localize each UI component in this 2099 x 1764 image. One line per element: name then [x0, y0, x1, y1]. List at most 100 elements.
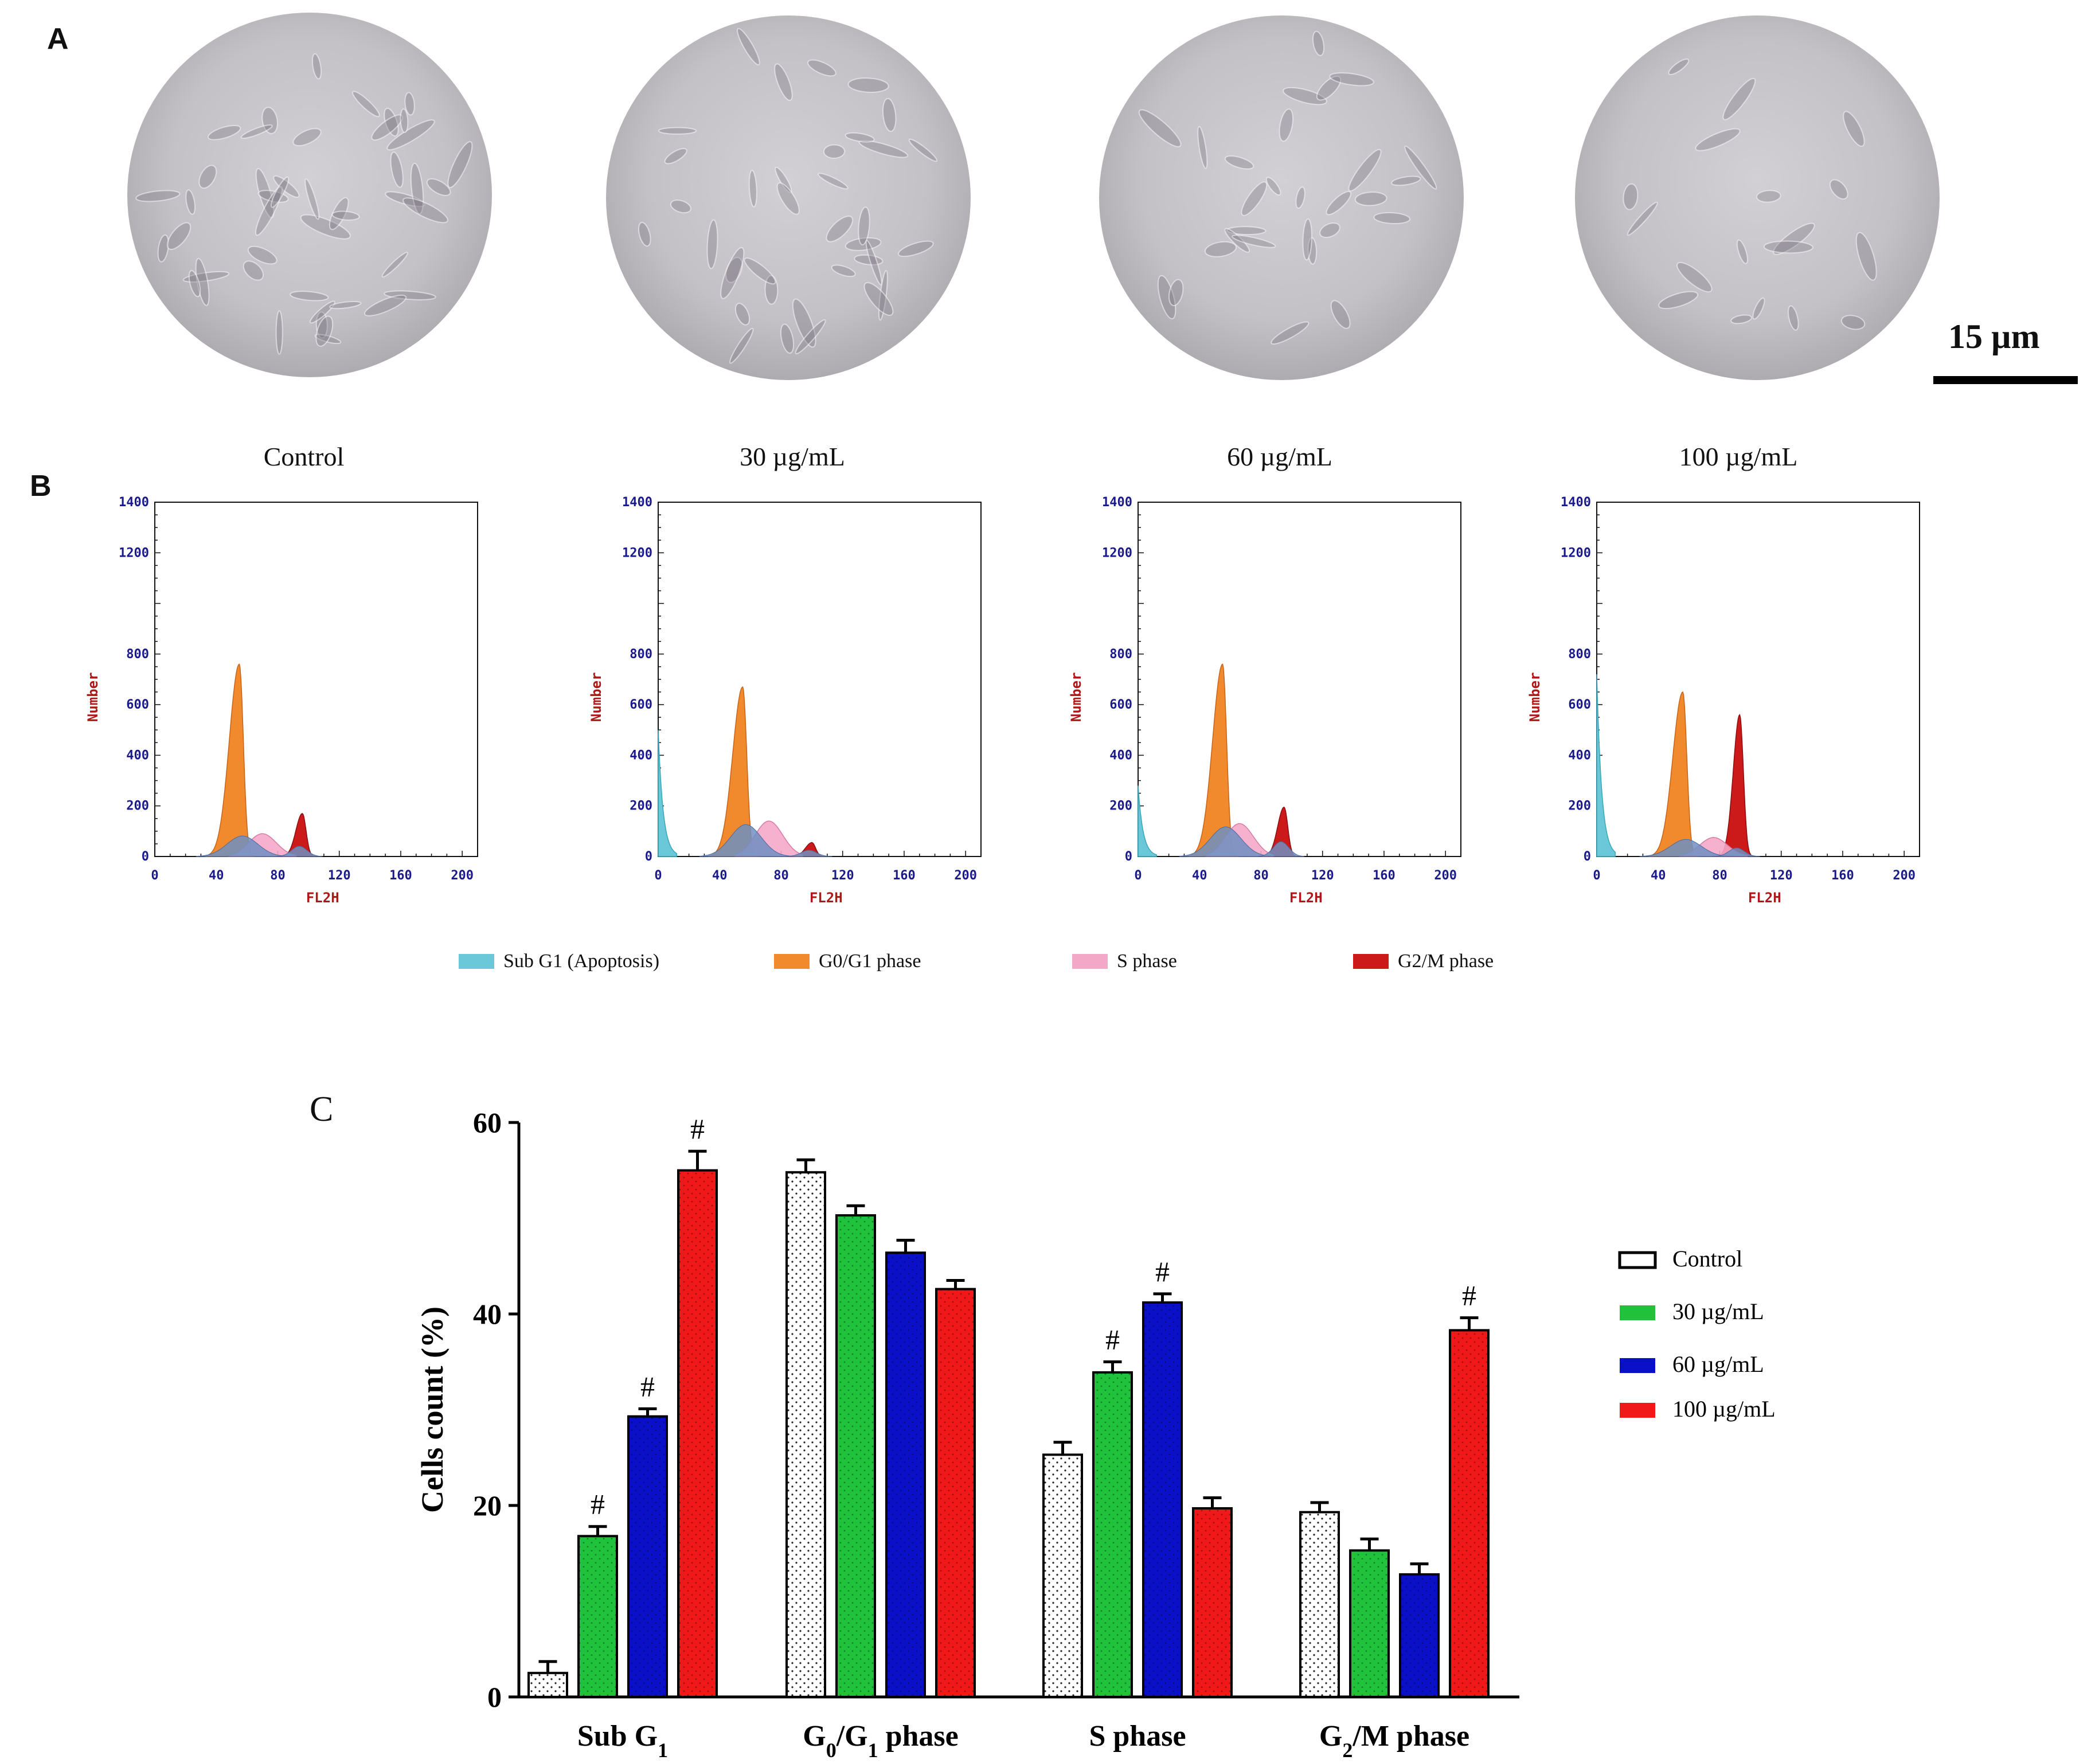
- legend-swatch-subg1: [459, 954, 494, 969]
- plot-frame: [1596, 502, 1920, 857]
- cell: [1404, 145, 1437, 190]
- bar-1-4: [1299, 1511, 1340, 1698]
- cell: [247, 245, 277, 265]
- cell: [364, 294, 407, 316]
- y-tick-label: 600: [126, 698, 149, 712]
- cell: [1354, 191, 1387, 206]
- cell: [720, 247, 745, 299]
- caption-30: 30 µg/mL: [740, 442, 845, 471]
- y-tick-label: 600: [1568, 698, 1591, 712]
- flow-histogram-1: 0 200 400 600 800 1200 1400 0 40 80 120 160 200 FL2H N…: [85, 495, 478, 906]
- cell: [1316, 76, 1342, 101]
- y-tick-label: 800: [1109, 647, 1132, 662]
- bar-legend-label: Control: [1672, 1246, 1742, 1272]
- y-tick-label: 1200: [119, 546, 149, 560]
- legend-s: S phase: [1072, 947, 1177, 976]
- bar-legend-item-3: 60 µg/mL: [1620, 1351, 1764, 1377]
- cell: [1829, 179, 1848, 200]
- cell: [1226, 226, 1267, 236]
- legend-subg1: Sub G1 (Apoptosis): [459, 947, 659, 976]
- cell: [737, 28, 760, 66]
- y-axis-label: Number: [588, 672, 604, 722]
- cell: [157, 234, 169, 263]
- x-tick-label: 0: [654, 869, 662, 883]
- y-tick-label: 600: [1109, 698, 1132, 712]
- x-tick-label: 120: [1770, 869, 1793, 883]
- cell: [1232, 234, 1276, 248]
- y-tick-label: 1400: [1102, 495, 1132, 510]
- x-tick-label: 40: [1192, 869, 1207, 883]
- cell: [845, 132, 875, 143]
- cell: [658, 127, 697, 135]
- x-tick-label: 0: [151, 869, 158, 883]
- cell: [780, 323, 795, 354]
- micrograph-disk: [127, 13, 492, 377]
- plot-frame: [658, 502, 982, 857]
- legend-g0g1: G0/G1 phase: [774, 947, 921, 976]
- flow-legend: Sub G1 (Apoptosis) G0/G1 phase S phase G…: [0, 947, 2099, 976]
- cell: [426, 178, 451, 196]
- y-tick-label: 200: [630, 799, 652, 813]
- cell: [1319, 222, 1340, 238]
- cell: [807, 59, 837, 77]
- scale-bar-label: 15 µm: [1948, 318, 2040, 355]
- cell: [847, 77, 889, 93]
- cell: [1855, 232, 1877, 281]
- cell: [1312, 30, 1325, 56]
- cell: [1695, 128, 1741, 151]
- legend-swatch-g0g1: [774, 954, 810, 969]
- cell: [1668, 58, 1690, 75]
- y-tick-label: 20: [473, 1489, 502, 1522]
- y-tick-label: 200: [126, 799, 149, 813]
- caption-100: 100 µg/mL: [1679, 442, 1798, 471]
- plot-frame: [1138, 502, 1461, 857]
- category-label: G0/G1 phase: [803, 1720, 959, 1762]
- x-tick-label: 40: [712, 869, 728, 883]
- bar-texture: [1450, 1330, 1488, 1697]
- cell: [166, 222, 191, 250]
- x-tick-label: 80: [1712, 869, 1727, 883]
- category-label: S phase: [1089, 1720, 1186, 1753]
- cell: [1658, 291, 1699, 310]
- y-tick-label: 1400: [1561, 495, 1591, 510]
- cell: [1736, 239, 1748, 264]
- x-tick-label: 0: [1593, 869, 1600, 883]
- panel-a-label: A: [47, 22, 69, 56]
- cell: [402, 197, 448, 224]
- y-tick-label: 0: [1125, 850, 1132, 864]
- cell: [638, 221, 651, 247]
- cell: [1763, 240, 1813, 254]
- x-tick-label: 120: [328, 869, 351, 883]
- cell: [381, 252, 408, 278]
- y-tick-label: 200: [1568, 799, 1591, 813]
- cell: [1627, 201, 1658, 236]
- cell: [240, 124, 273, 139]
- cell: [831, 264, 856, 277]
- peak-g0-g1: [205, 663, 256, 857]
- cell: [1840, 315, 1866, 330]
- cell: [1752, 297, 1765, 320]
- y-tick-label: 0: [142, 850, 149, 864]
- cell: [776, 182, 800, 215]
- y-tick-label: 0: [645, 850, 652, 864]
- bar-legend-item-2: 30 µg/mL: [1620, 1298, 1764, 1324]
- x-axis-label: FL2H: [1289, 890, 1323, 906]
- x-axis-label: FL2H: [1748, 890, 1781, 906]
- flow-histogram-4: 0 200 400 600 800 1200 1400 0 40 80 120 160 200 FL2H N…: [1527, 495, 1920, 906]
- x-tick-label: 200: [451, 869, 474, 883]
- peak-sub-g1: [1138, 785, 1157, 857]
- x-tick-label: 160: [1373, 869, 1396, 883]
- x-tick-label: 120: [1311, 869, 1334, 883]
- micrograph-1: [127, 13, 492, 377]
- y-tick-label: 200: [1109, 799, 1132, 813]
- x-tick-label: 160: [389, 869, 412, 883]
- bar-texture: [579, 1536, 617, 1697]
- cell: [878, 269, 888, 321]
- legend-label-s: S phase: [1117, 951, 1177, 972]
- significance-mark: #: [1155, 1255, 1170, 1288]
- cell: [865, 240, 882, 285]
- cell: [818, 173, 849, 190]
- x-tick-label: 40: [1651, 869, 1666, 883]
- y-tick-label: 1200: [622, 546, 652, 560]
- x-tick-label: 0: [1134, 869, 1142, 883]
